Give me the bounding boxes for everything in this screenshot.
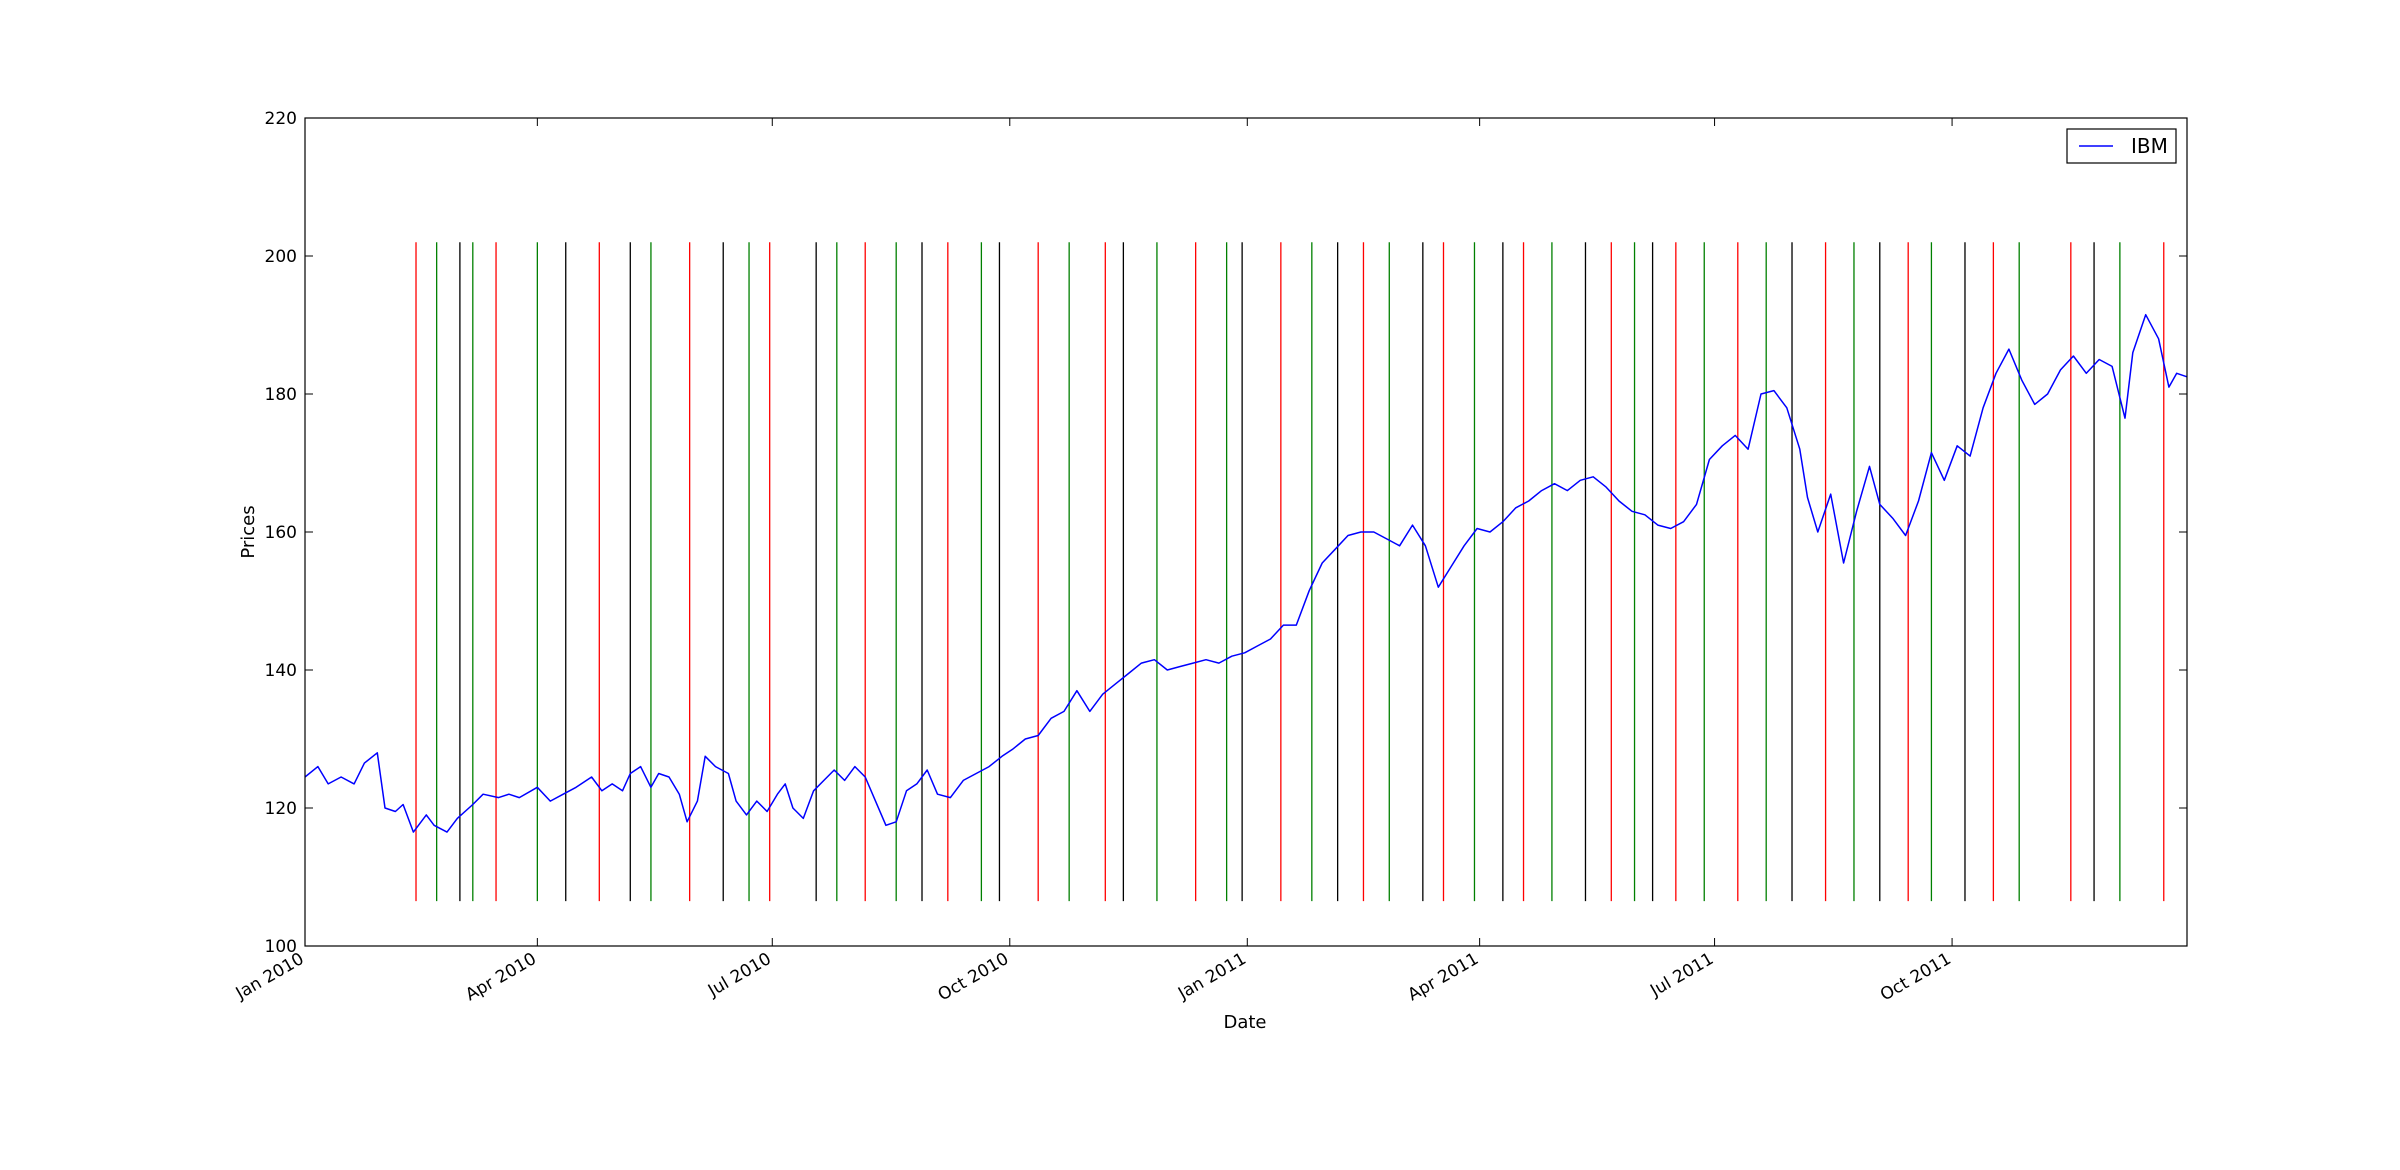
y-tick-label: 160 [265, 523, 297, 543]
x-axis: Jan 2010 Apr 2010 Jul 2010 Oct 2010 Jan 2011… [232, 118, 1955, 1005]
price-series [304, 313, 2188, 833]
x-tick-label: Apr 2010 [462, 949, 540, 1005]
y-tick-label: 120 [265, 799, 297, 819]
x-tick-label: Jul 2010 [704, 949, 775, 1001]
y-axis: 100 120 140 160 180 200 220 [265, 109, 2187, 957]
plot-frame [304, 117, 2188, 947]
y-tick-label: 140 [265, 661, 297, 681]
x-tick-label: Apr 2011 [1405, 949, 1483, 1005]
y-tick-label: 100 [265, 937, 297, 957]
x-tick-label: Jan 2010 [232, 949, 308, 1004]
signal-lines [415, 242, 2165, 902]
y-axis-title: Prices [238, 505, 259, 558]
y-tick-label: 220 [265, 109, 297, 129]
x-axis-title: Date [1223, 1012, 1266, 1033]
x-tick-label: Jul 2011 [1646, 949, 1717, 1001]
series-line-ibm [304, 313, 2188, 833]
x-tick-label: Jan 2011 [1174, 949, 1250, 1004]
x-tick-label: Oct 2010 [935, 949, 1013, 1005]
y-tick-label: 200 [265, 247, 297, 267]
y-tick-label: 180 [265, 385, 297, 405]
legend-label-ibm: IBM [2131, 134, 2168, 158]
x-tick-label: Oct 2011 [1877, 949, 1955, 1005]
legend: IBM [2066, 128, 2177, 164]
